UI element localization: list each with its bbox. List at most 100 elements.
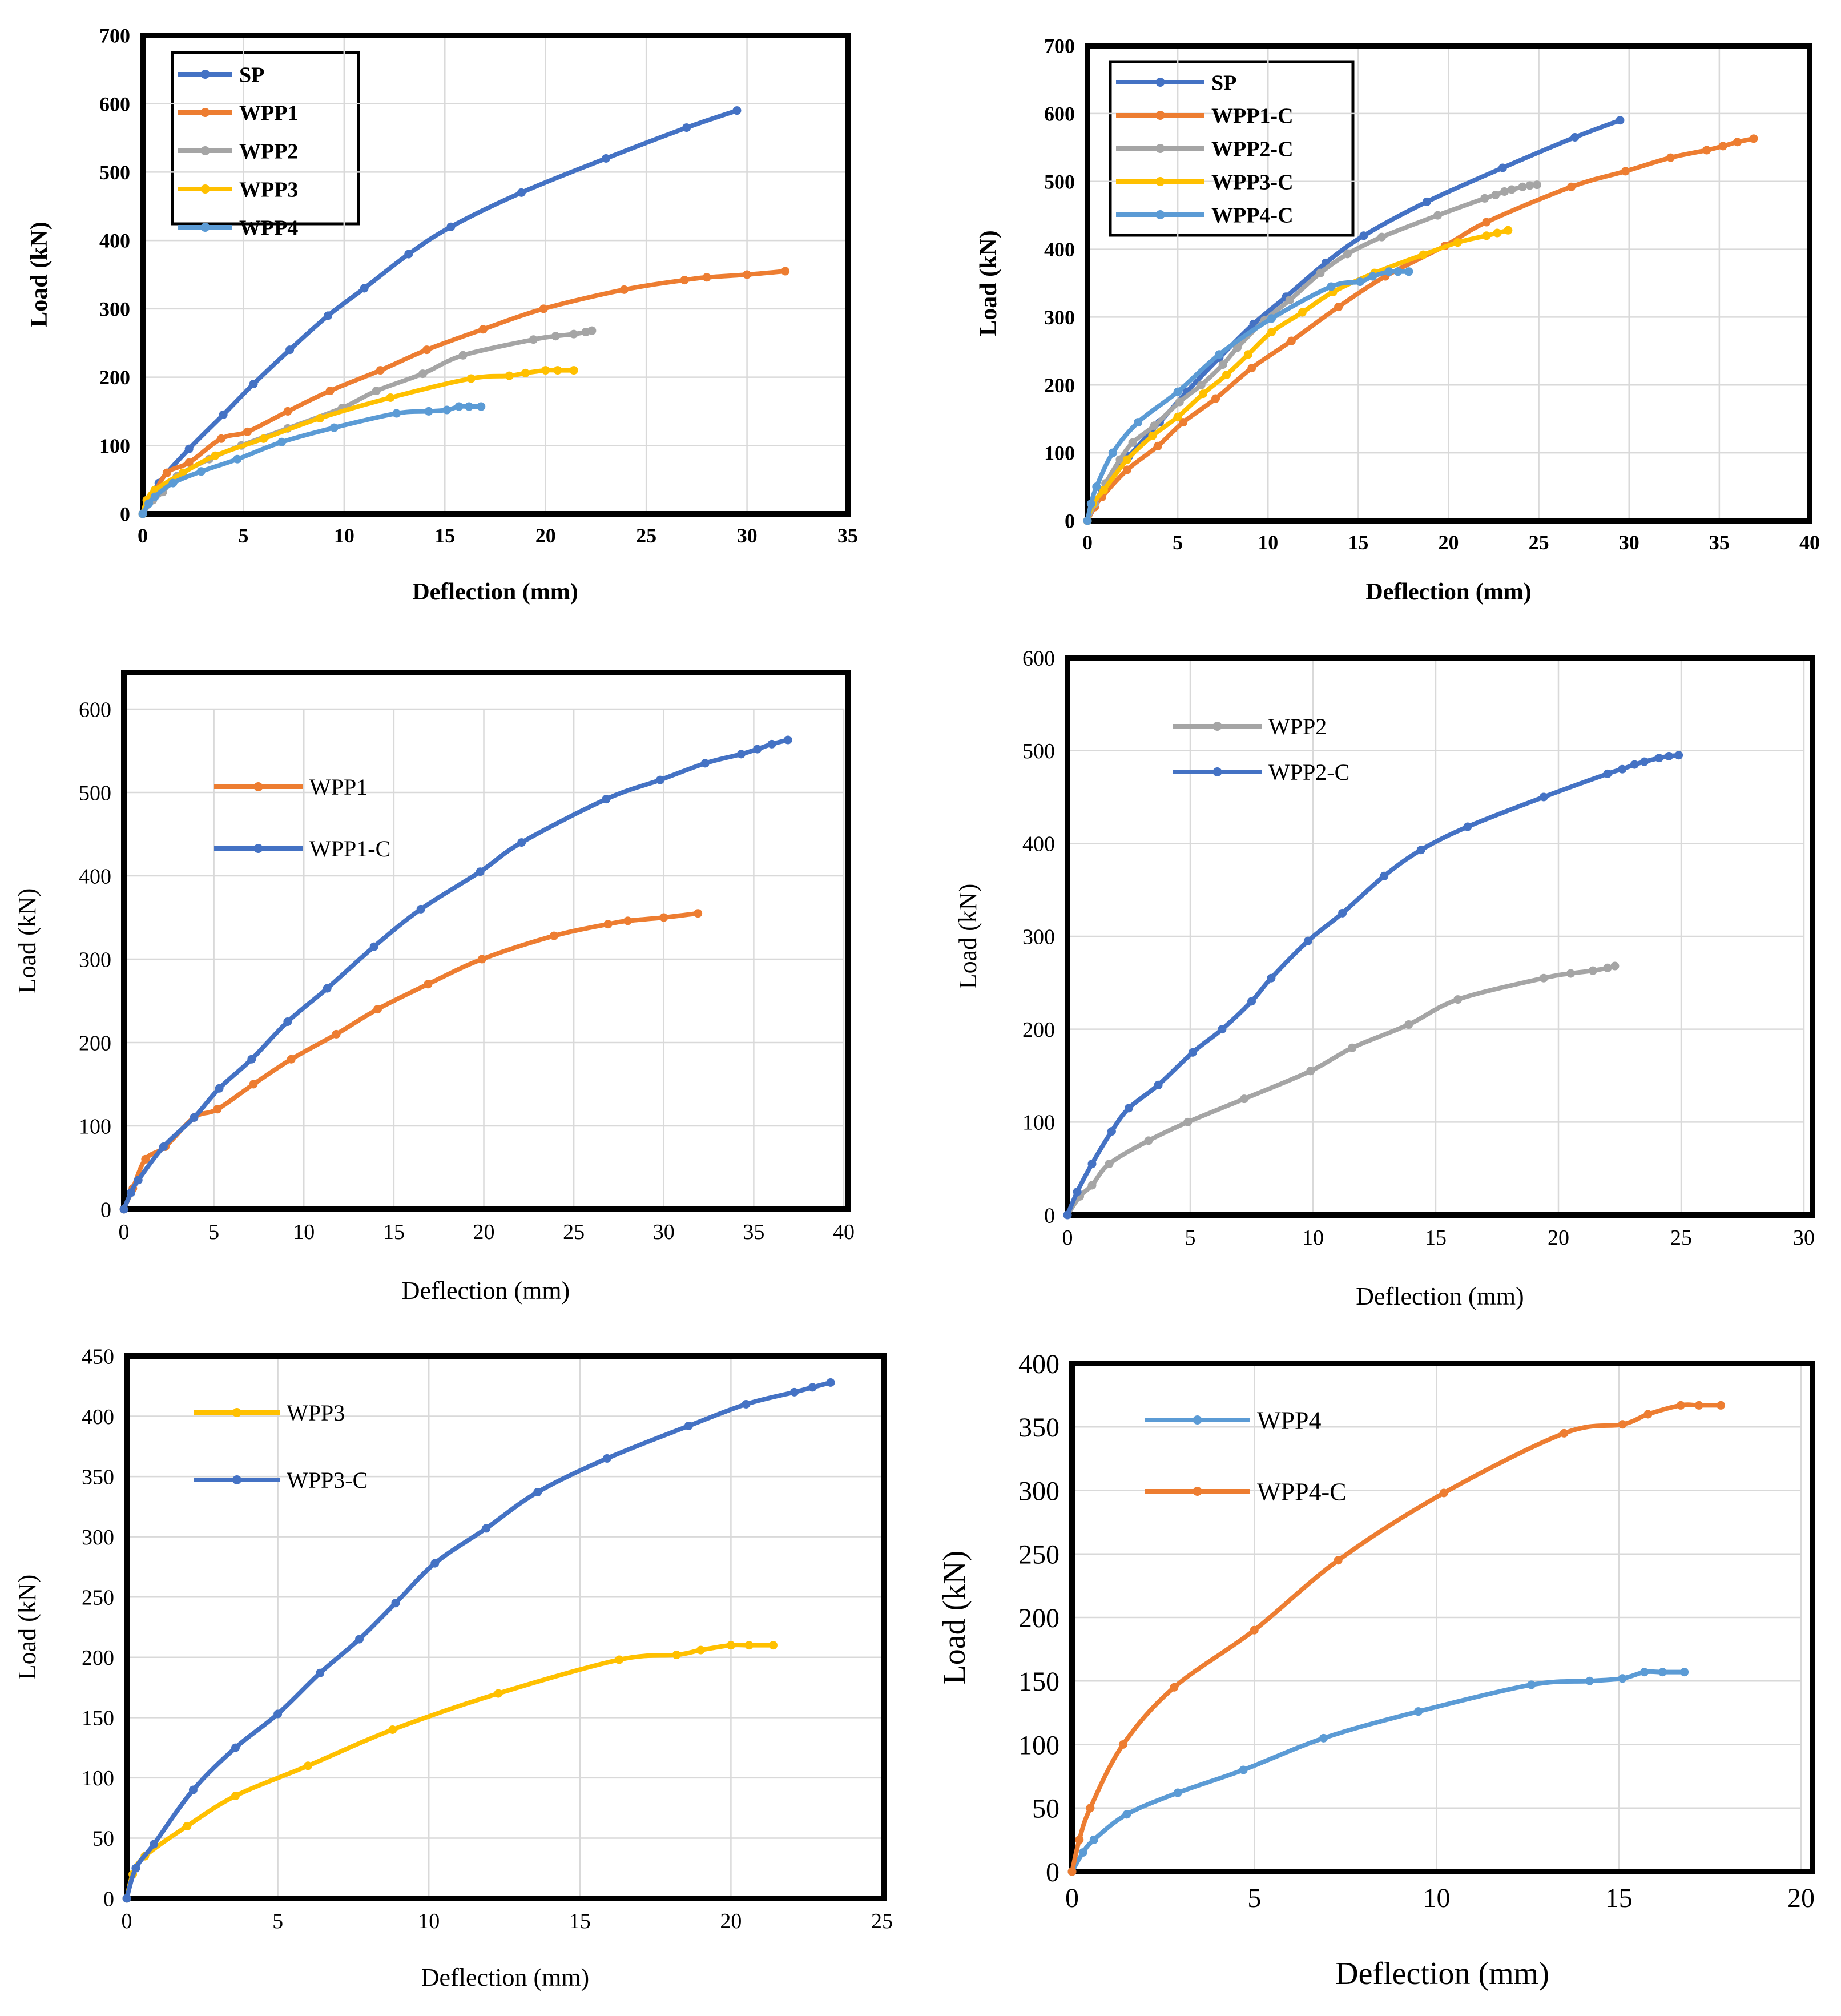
chart-panel-b: 0 5 10 15 20 25 30 35 400100200300400500600700De… [976, 35, 1820, 605]
data-point [1588, 966, 1597, 975]
data-point [700, 759, 710, 768]
data-point [424, 407, 433, 416]
data-point [1287, 336, 1296, 345]
y-tick-label: 300 [82, 1526, 114, 1550]
data-point [702, 273, 711, 282]
y-axis-title: Load (kN) [954, 884, 982, 989]
x-tick-label: 0 [1065, 1883, 1079, 1913]
data-point [1404, 1020, 1413, 1029]
y-tick-label: 200 [1018, 1603, 1060, 1633]
data-point [517, 838, 526, 847]
x-axis-title: Deflection (mm) [402, 1277, 570, 1305]
legend-marker [200, 146, 210, 155]
data-point [1198, 389, 1207, 399]
legend-box [1109, 60, 1355, 237]
data-point [273, 1709, 283, 1719]
data-point [466, 374, 476, 383]
x-tick-label: 35 [837, 524, 858, 547]
y-tick-label: 600 [99, 92, 130, 115]
series-line-wpp3-c [124, 1380, 833, 1901]
data-point [1105, 1160, 1114, 1169]
series-wpp3-c [1083, 226, 1513, 525]
data-point [1267, 973, 1276, 983]
data-point [1211, 394, 1220, 403]
data-point [743, 270, 752, 279]
data-point [1377, 232, 1386, 242]
series-wpp3 [122, 1641, 778, 1903]
legend-marker [232, 1475, 241, 1484]
series-line-wpp4-c [1085, 269, 1411, 523]
series-line-wpp1-c [1085, 136, 1756, 523]
x-tick-label: 0 [1082, 531, 1093, 554]
data-point [549, 931, 558, 940]
x-tick-label: 25 [563, 1220, 585, 1244]
series-wpp4-c [1067, 1401, 1726, 1876]
y-tick-label: 150 [1018, 1667, 1060, 1697]
data-point [619, 285, 629, 294]
y-tick-label: 200 [79, 1031, 111, 1055]
data-point [1539, 792, 1548, 802]
y-tick-label: 500 [1022, 739, 1055, 763]
data-point [1618, 764, 1627, 774]
data-point [354, 1635, 364, 1644]
data-point [478, 325, 488, 334]
data-point [1128, 438, 1137, 447]
y-tick-label: 400 [1018, 1349, 1060, 1379]
data-point [233, 454, 242, 464]
y-tick-label: 100 [1018, 1730, 1060, 1760]
data-point [1384, 267, 1393, 276]
data-point [1676, 1401, 1685, 1410]
data-point [696, 1645, 705, 1655]
data-point [1680, 1668, 1689, 1677]
data-point [1694, 1401, 1703, 1410]
data-point [1175, 397, 1184, 407]
y-tick-label: 0 [100, 1198, 111, 1222]
legend-marker [1155, 111, 1165, 120]
data-point [1343, 250, 1352, 259]
legend-marker [253, 782, 263, 791]
legend-box [171, 51, 360, 226]
data-point [446, 222, 456, 231]
y-tick-label: 0 [103, 1887, 114, 1911]
data-point [682, 123, 691, 132]
legend-entry-wpp1-c: WPP1-C [214, 836, 390, 862]
data-point [454, 402, 464, 411]
data-point [259, 434, 268, 443]
y-tick-label: 400 [79, 864, 111, 888]
data-point [190, 1113, 199, 1122]
data-point [602, 795, 611, 804]
y-tick-label: 600 [1022, 646, 1055, 670]
data-point [1123, 455, 1132, 464]
data-point [1749, 134, 1758, 143]
data-point [369, 942, 378, 951]
x-tick-label: 10 [334, 524, 354, 547]
y-tick-label: 300 [1044, 306, 1075, 329]
data-point [672, 1651, 681, 1660]
plot-frame [124, 1353, 887, 1901]
data-point [1718, 142, 1727, 151]
data-point [655, 775, 664, 784]
series-line-wpp2-c [1065, 753, 1681, 1217]
legend-entry-wpp1-c: WPP1-C [1116, 104, 1294, 128]
data-point [783, 735, 792, 745]
series-wpp1 [138, 267, 790, 518]
legend-entry-wpp2: WPP2 [1173, 714, 1327, 739]
legend-marker [253, 844, 263, 853]
data-point [277, 437, 286, 446]
data-point [159, 1142, 168, 1151]
data-point [1170, 1683, 1179, 1692]
y-tick-label: 400 [1044, 238, 1075, 261]
data-point [162, 468, 171, 477]
data-point [529, 335, 538, 344]
data-point [1518, 182, 1527, 191]
data-point [1075, 1835, 1084, 1844]
data-point [517, 188, 526, 197]
data-point [521, 368, 530, 377]
y-tick-label: 300 [1022, 925, 1055, 949]
data-point [476, 867, 485, 876]
y-tick-label: 200 [1044, 374, 1075, 397]
data-point [1419, 250, 1428, 259]
data-point [179, 468, 188, 477]
data-point [1150, 421, 1159, 430]
legend-label: WPP1 [239, 101, 298, 125]
